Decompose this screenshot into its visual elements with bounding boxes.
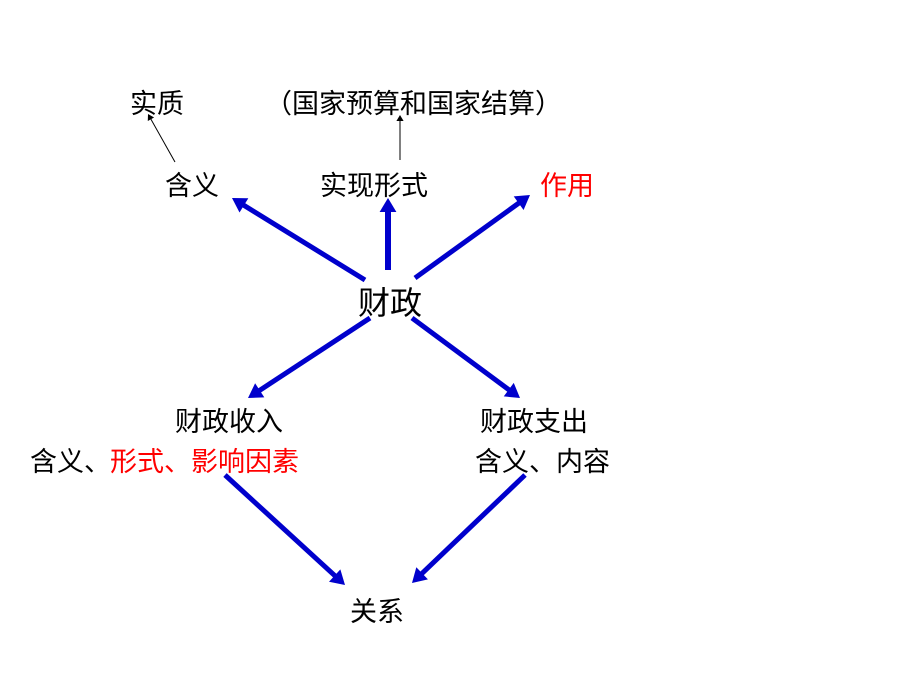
- node-caizhengshouru: 财政收入: [175, 400, 283, 439]
- node-caizhengzhichu: 财政支出: [480, 400, 588, 439]
- node-hanyi-top: 含义: [165, 164, 219, 203]
- node-zhichu-detail: 含义、内容: [475, 440, 610, 479]
- node-shizhi: 实质: [130, 82, 184, 121]
- node-guanxi: 关系: [350, 590, 404, 629]
- node-parenthetical: （国家预算和国家结算）: [265, 82, 562, 121]
- node-shixianxingshi: 实现形式: [320, 164, 428, 203]
- node-shouru-xingshi: 形式、影响因素: [110, 440, 299, 479]
- node-caizheng: 财政: [358, 278, 422, 324]
- node-shouru-hanyi: 含义、: [30, 440, 111, 479]
- node-zuoyong: 作用: [540, 164, 594, 203]
